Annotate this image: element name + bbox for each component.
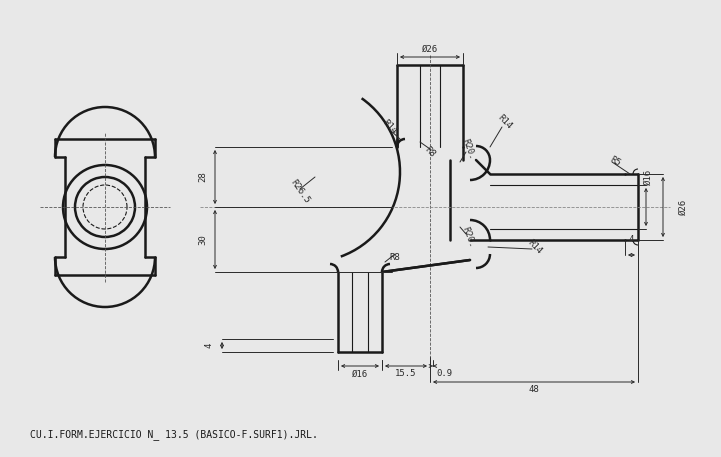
Text: 15.5: 15.5 bbox=[395, 370, 417, 378]
Text: 48: 48 bbox=[528, 386, 539, 394]
Text: R20.: R20. bbox=[460, 138, 476, 161]
Text: CU.I.FORM.EJERCICIO N_ 13.5 (BASICO-F.SURF1).JRL.: CU.I.FORM.EJERCICIO N_ 13.5 (BASICO-F.SU… bbox=[30, 430, 318, 441]
Text: R20.: R20. bbox=[460, 225, 476, 249]
Text: 28: 28 bbox=[198, 172, 208, 182]
Text: 0.9: 0.9 bbox=[436, 370, 452, 378]
Text: R14: R14 bbox=[381, 118, 399, 136]
Text: 4: 4 bbox=[629, 234, 634, 244]
Text: R14: R14 bbox=[526, 238, 544, 256]
Text: Ø26: Ø26 bbox=[422, 44, 438, 53]
Text: Ø26: Ø26 bbox=[678, 199, 688, 215]
Text: R14: R14 bbox=[496, 113, 514, 131]
Text: R8: R8 bbox=[423, 145, 437, 159]
Text: R5: R5 bbox=[608, 155, 622, 169]
Text: Ø16: Ø16 bbox=[644, 169, 653, 185]
Text: R26.5: R26.5 bbox=[288, 178, 311, 206]
Text: R8: R8 bbox=[389, 253, 400, 261]
Text: 30: 30 bbox=[198, 234, 208, 245]
Text: 4: 4 bbox=[205, 343, 213, 348]
Text: Ø16: Ø16 bbox=[352, 370, 368, 378]
